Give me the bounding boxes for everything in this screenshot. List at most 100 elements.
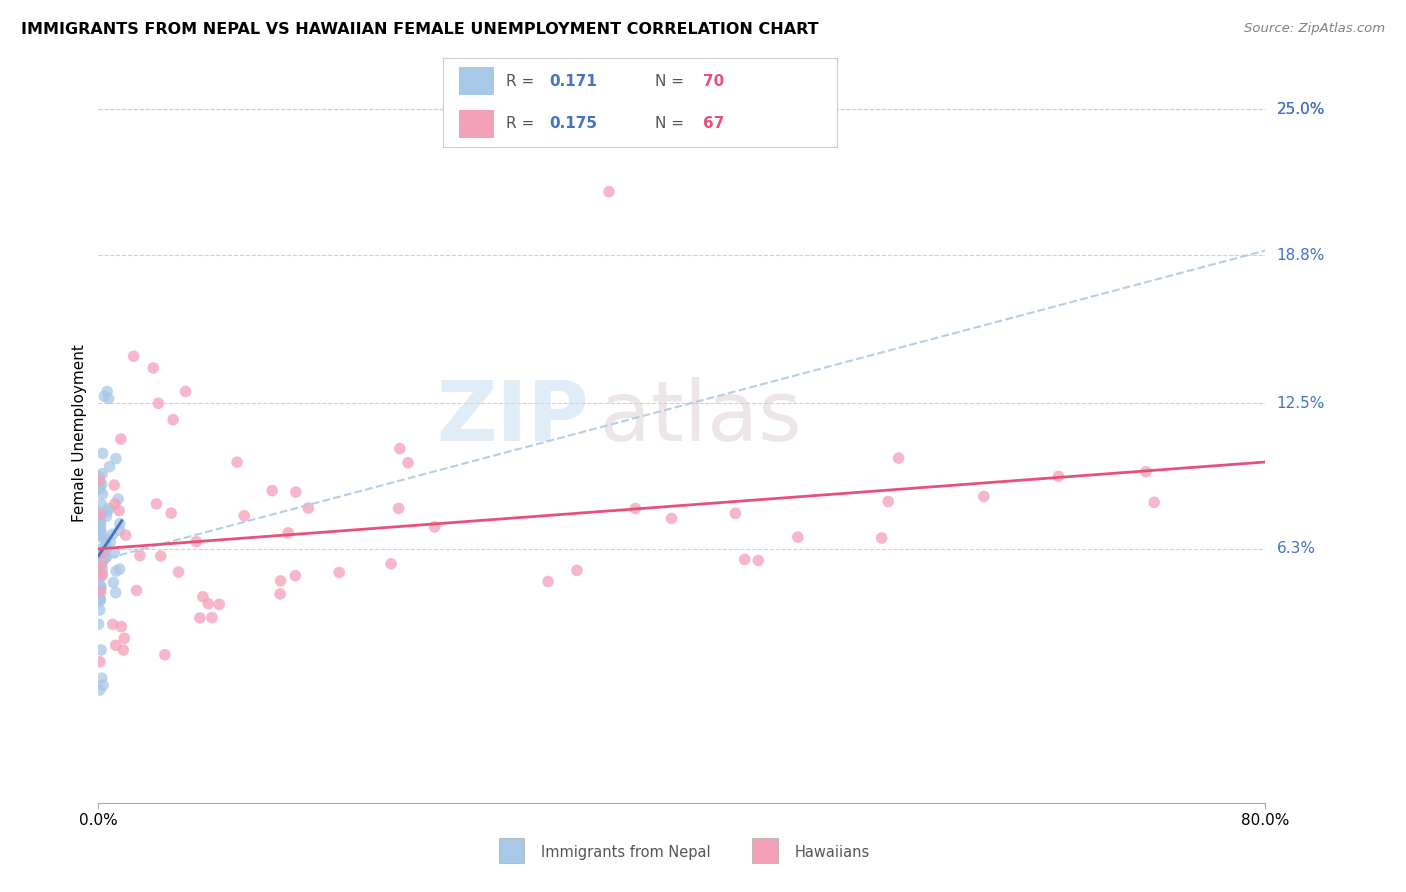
Text: R =: R =: [506, 74, 534, 88]
Text: N =: N =: [655, 74, 685, 88]
Point: [91, 556, 114, 570]
Point: [167, 565, 190, 579]
Point: [1047, 469, 1070, 483]
Point: [87, 586, 110, 600]
Point: [90, 497, 112, 511]
Point: [89, 526, 111, 541]
Point: [96, 541, 118, 555]
Point: [90, 671, 112, 685]
Point: [162, 413, 184, 427]
Text: 6.3%: 6.3%: [1277, 541, 1316, 557]
Point: [94, 535, 117, 549]
Point: [269, 587, 291, 601]
Point: [89, 542, 111, 557]
Point: [108, 562, 131, 576]
Y-axis label: Female Unemployment: Female Unemployment: [72, 343, 87, 522]
Point: [1143, 495, 1166, 509]
Point: [90, 477, 112, 491]
Point: [734, 552, 756, 566]
Point: [423, 520, 446, 534]
Point: [101, 527, 124, 541]
Point: [91, 568, 114, 582]
Point: [877, 494, 900, 508]
Point: [160, 506, 183, 520]
Point: [104, 451, 127, 466]
Text: IMMIGRANTS FROM NEPAL VS HAWAIIAN FEMALE UNEMPLOYMENT CORRELATION CHART: IMMIGRANTS FROM NEPAL VS HAWAIIAN FEMALE…: [21, 22, 818, 37]
Point: [94, 533, 117, 547]
Text: 18.8%: 18.8%: [1277, 248, 1324, 262]
Text: 70: 70: [703, 74, 724, 88]
Point: [388, 442, 411, 456]
Point: [89, 514, 111, 528]
Point: [328, 566, 350, 580]
Point: [149, 549, 172, 563]
Point: [91, 678, 114, 692]
Point: [89, 655, 111, 669]
Point: [90, 557, 112, 571]
Point: [96, 504, 118, 518]
Point: [87, 617, 110, 632]
Point: [89, 524, 111, 539]
Point: [142, 361, 165, 376]
Point: [191, 590, 214, 604]
Point: [91, 487, 114, 501]
Point: [91, 566, 114, 580]
Text: Immigrants from Nepal: Immigrants from Nepal: [541, 846, 711, 860]
Point: [380, 557, 402, 571]
Point: [108, 503, 131, 517]
Point: [98, 535, 121, 549]
Point: [1135, 465, 1157, 479]
Point: [89, 513, 111, 527]
Point: [89, 474, 111, 488]
Text: ZIP: ZIP: [436, 377, 589, 458]
Point: [110, 432, 132, 446]
Point: [112, 632, 135, 646]
Point: [87, 528, 110, 542]
Point: [724, 506, 747, 520]
Point: [89, 591, 111, 606]
Point: [104, 638, 127, 652]
Point: [96, 508, 118, 523]
Point: [104, 585, 127, 599]
Point: [89, 545, 111, 559]
Point: [94, 550, 117, 565]
Point: [145, 497, 167, 511]
Point: [103, 546, 125, 560]
Point: [89, 482, 111, 496]
Point: [148, 396, 170, 410]
Text: 0.171: 0.171: [550, 74, 598, 88]
Point: [90, 580, 112, 594]
Point: [786, 530, 808, 544]
Point: [887, 450, 910, 465]
Point: [174, 384, 197, 399]
Point: [188, 611, 211, 625]
Point: [91, 467, 114, 481]
Point: [89, 529, 111, 543]
Point: [208, 598, 231, 612]
Point: [233, 508, 256, 523]
Point: [103, 478, 125, 492]
Point: [97, 392, 120, 406]
Point: [110, 619, 132, 633]
Point: [91, 446, 114, 460]
Point: [870, 531, 893, 545]
Point: [87, 566, 110, 581]
Point: [108, 516, 131, 531]
Point: [89, 565, 111, 579]
Point: [87, 469, 110, 483]
Point: [90, 555, 112, 569]
Point: [747, 553, 769, 567]
Point: [89, 570, 111, 584]
Point: [89, 592, 111, 607]
Point: [93, 389, 115, 403]
Point: [87, 481, 110, 495]
Point: [270, 574, 292, 588]
Point: [537, 574, 560, 589]
Point: [661, 511, 683, 525]
Point: [565, 563, 588, 577]
Point: [94, 551, 117, 566]
Point: [90, 581, 112, 595]
Point: [89, 511, 111, 525]
Point: [973, 490, 995, 504]
Point: [226, 455, 249, 469]
